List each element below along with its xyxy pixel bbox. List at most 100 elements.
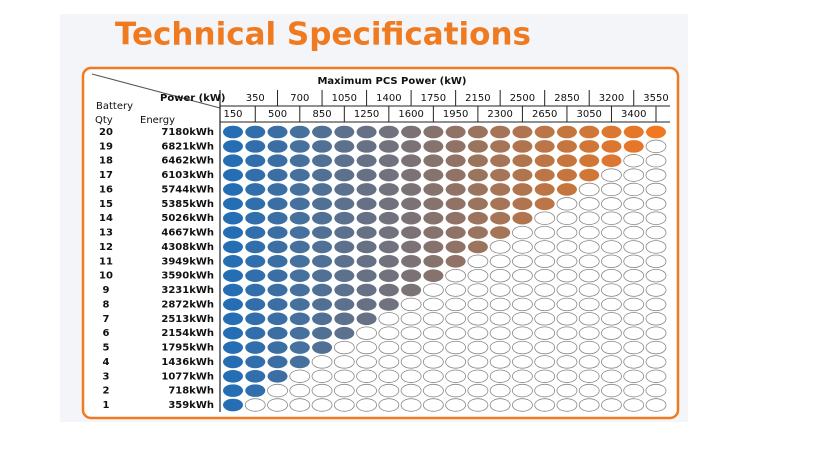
- energy: 7180kWh: [161, 127, 214, 138]
- empty-dot: [422, 355, 444, 369]
- empty-dot: [378, 340, 400, 355]
- filled-dot: [467, 154, 488, 168]
- filled-dot: [267, 369, 288, 383]
- filled-dot: [378, 154, 399, 168]
- empty-dot: [534, 398, 556, 412]
- filled-dot: [223, 226, 243, 239]
- filled-dot: [556, 168, 577, 182]
- title: Technical Specifications: [115, 17, 531, 53]
- qty: 2: [103, 386, 110, 397]
- empty-dot: [378, 326, 400, 340]
- empty-dot: [623, 326, 645, 340]
- empty-dot: [467, 283, 489, 297]
- filled-dot: [467, 125, 488, 139]
- filled-dot: [289, 326, 310, 340]
- empty-dot: [467, 312, 489, 326]
- empty-dot: [400, 383, 422, 398]
- empty-dot: [356, 369, 377, 383]
- power-value: 350: [246, 93, 265, 104]
- filled-dot: [423, 255, 444, 268]
- empty-dot: [578, 369, 600, 383]
- empty-dot: [623, 154, 645, 168]
- filled-dot: [378, 211, 399, 225]
- empty-dot: [645, 240, 667, 254]
- filled-dot: [267, 125, 288, 139]
- filled-dot: [245, 140, 266, 153]
- empty-dot: [422, 398, 444, 412]
- energy: 6821kWh: [161, 141, 214, 152]
- filled-dot: [579, 140, 600, 153]
- empty-dot: [445, 312, 467, 326]
- filled-dot: [312, 255, 333, 268]
- qty: 19: [99, 141, 113, 152]
- filled-dot: [579, 154, 600, 168]
- filled-dot: [267, 197, 288, 211]
- filled-dot: [445, 255, 466, 268]
- filled-dot: [223, 326, 243, 340]
- empty-dot: [623, 168, 645, 182]
- empty-dot: [556, 268, 578, 283]
- filled-dot: [378, 197, 399, 211]
- empty-dot: [623, 197, 645, 211]
- energy: 6462kWh: [161, 156, 214, 167]
- filled-dot: [334, 140, 355, 153]
- empty-dot: [645, 369, 667, 383]
- energy: 3949kWh: [161, 256, 214, 267]
- filled-dot: [378, 183, 399, 196]
- empty-dot: [489, 254, 511, 269]
- empty-dot: [556, 369, 578, 383]
- empty-dot: [378, 369, 400, 383]
- filled-dot: [267, 283, 288, 297]
- filled-dot: [245, 326, 266, 340]
- filled-dot: [356, 298, 377, 311]
- empty-dot: [445, 326, 467, 340]
- empty-dot: [623, 283, 645, 297]
- empty-dot: [578, 268, 600, 283]
- empty-dot: [578, 211, 600, 225]
- filled-dot: [223, 183, 243, 196]
- power-value: 3400: [621, 109, 646, 120]
- filled-dot: [423, 183, 444, 196]
- filled-dot: [312, 298, 333, 311]
- filled-dot: [356, 140, 377, 153]
- empty-dot: [400, 312, 422, 326]
- power-value: 2300: [487, 109, 512, 120]
- filled-dot: [423, 269, 444, 282]
- empty-dot: [489, 268, 511, 283]
- empty-dot: [311, 398, 333, 412]
- filled-dot: [356, 197, 377, 211]
- filled-dot: [490, 154, 511, 168]
- filled-dot: [512, 140, 533, 153]
- filled-dot: [556, 140, 577, 153]
- filled-dot: [356, 255, 377, 268]
- empty-dot: [601, 197, 622, 211]
- empty-dot: [645, 254, 667, 269]
- empty-dot: [623, 182, 645, 197]
- filled-dot: [401, 283, 422, 297]
- empty-dot: [534, 254, 556, 269]
- qty: 8: [103, 299, 110, 310]
- empty-dot: [378, 383, 400, 398]
- empty-dot: [556, 297, 578, 312]
- filled-dot: [289, 240, 310, 254]
- energy: 2872kWh: [161, 299, 214, 310]
- empty-dot: [645, 225, 667, 240]
- energy: 1077kWh: [161, 371, 214, 382]
- filled-dot: [223, 211, 243, 225]
- filled-dot: [490, 168, 511, 182]
- filled-dot: [445, 125, 466, 139]
- empty-dot: [534, 340, 556, 355]
- empty-dot: [601, 369, 622, 383]
- empty-dot: [556, 283, 578, 297]
- empty-dot: [400, 369, 422, 383]
- filled-dot: [312, 312, 333, 326]
- caption: Maximum PCS Power (kW): [317, 76, 466, 87]
- filled-dot: [534, 125, 555, 139]
- empty-dot: [623, 225, 645, 240]
- empty-dot: [623, 355, 645, 369]
- filled-dot: [312, 269, 333, 282]
- filled-dot: [289, 341, 310, 354]
- filled-dot: [401, 269, 422, 282]
- empty-dot: [445, 398, 467, 412]
- power-value: 1600: [398, 109, 423, 120]
